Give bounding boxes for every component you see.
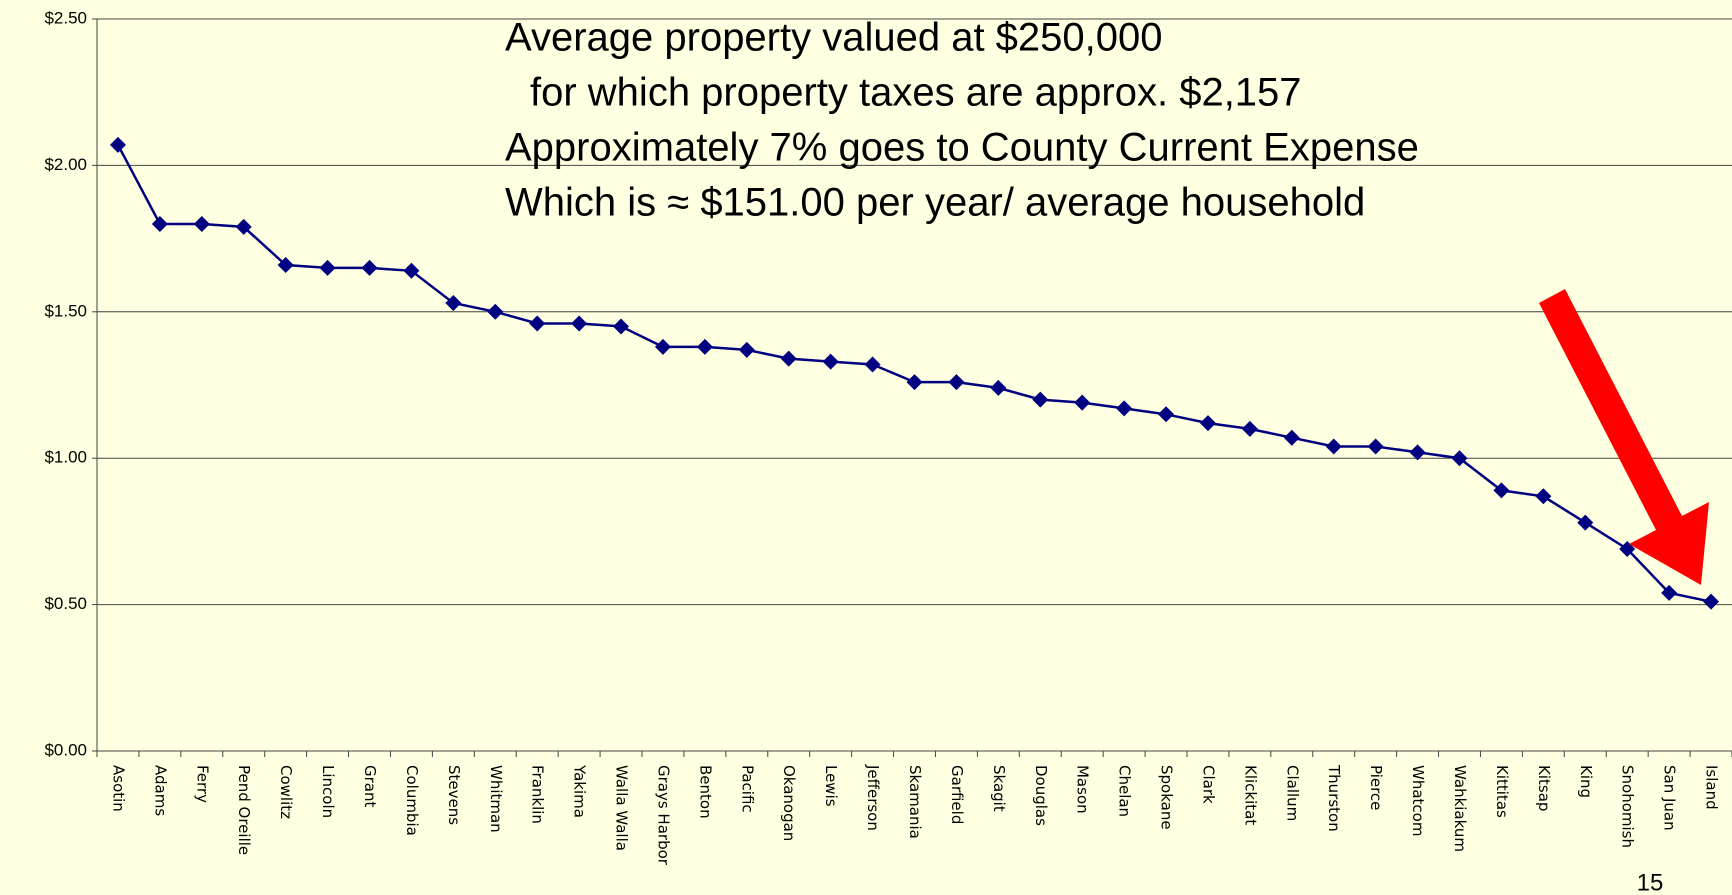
x-tick-label: Pacific <box>738 765 756 813</box>
x-tick-label: Kitsap <box>1535 765 1553 811</box>
marker <box>738 341 755 358</box>
marker <box>1535 488 1552 505</box>
x-tick-label: Skagit <box>990 765 1008 812</box>
marker <box>780 350 797 367</box>
x-tick-label: San Juan <box>1661 765 1679 831</box>
marker <box>403 262 420 279</box>
marker <box>822 353 839 370</box>
y-tick-label: $2.00 <box>44 155 87 174</box>
marker <box>571 315 588 332</box>
x-tick-label: Klickitat <box>1241 765 1259 825</box>
x-tick-label: Mason <box>1074 765 1092 814</box>
plot-area: $0.00 $0.50 $1.00 $1.50 $2.00 $2.50 Asotin Adam… <box>44 8 1732 866</box>
marker <box>487 303 504 320</box>
x-tick-label: Benton <box>696 765 714 819</box>
annotation: Average property valued at $250,000 <box>505 16 1163 60</box>
marker <box>1409 444 1426 461</box>
x-tick-label: Skamania <box>906 765 924 839</box>
marker <box>109 136 126 153</box>
annotation: Which is ≈ $151.00 per year/ average hou… <box>505 181 1365 225</box>
marker <box>151 215 168 232</box>
x-tick-label: Whitman <box>487 765 505 833</box>
x-tick-label: Douglas <box>1032 765 1050 826</box>
x-tick-label: Pend Oreille <box>235 765 253 855</box>
marker <box>193 215 210 232</box>
x-tick-label: Franklin <box>529 765 547 824</box>
x-tick-label: Lincoln <box>319 765 337 818</box>
x-tick-label: Spokane <box>1158 765 1176 830</box>
x-tick-label: Jefferson <box>864 764 882 831</box>
x-tick-label: Grant <box>361 765 379 807</box>
marker <box>1661 584 1678 601</box>
marker <box>235 218 252 235</box>
x-tick-label: Okanogan <box>780 765 798 841</box>
marker <box>696 338 713 355</box>
y-tick-label: $1.00 <box>44 448 87 467</box>
page-number: 15 <box>1637 869 1664 895</box>
marker <box>654 338 671 355</box>
x-tick-label: Pierce <box>1367 765 1385 810</box>
marker <box>864 356 881 373</box>
x-tick-label: Adams <box>151 765 169 816</box>
x-tick-label: Wahkiakum <box>1451 765 1469 852</box>
x-tick-label: King <box>1577 765 1595 798</box>
y-tick-label: $1.50 <box>44 301 87 320</box>
marker <box>277 256 294 273</box>
x-tick-label: Cowlitz <box>277 765 295 819</box>
x-tick-label: Asotin <box>109 765 127 812</box>
marker <box>1451 450 1468 467</box>
y-tick-label: $0.00 <box>44 740 87 759</box>
annotation: for which property taxes are approx. $2,… <box>530 71 1302 115</box>
marker <box>1577 514 1594 531</box>
marker <box>1325 438 1342 455</box>
x-tick-label: Lewis <box>822 765 840 807</box>
marker <box>1493 482 1510 499</box>
marker <box>319 259 336 276</box>
x-tick-label: Kittitas <box>1493 765 1511 818</box>
marker <box>529 315 546 332</box>
marker <box>1032 391 1049 408</box>
marker <box>1283 429 1300 446</box>
marker <box>1158 406 1175 423</box>
marker <box>613 318 630 335</box>
marker <box>445 295 462 312</box>
y-tick-label: $0.50 <box>44 594 87 613</box>
annotation: Approximately 7% goes to County Current … <box>505 126 1419 170</box>
y-tick-label: $2.50 <box>44 8 87 27</box>
x-tick-label: Clark <box>1199 765 1217 804</box>
x-tick-label: Snohomish <box>1619 765 1637 848</box>
x-tick-label: Clallum <box>1283 765 1301 821</box>
marker <box>1074 394 1091 411</box>
x-tick-label: Ferry <box>193 765 211 803</box>
x-tick-label: Yakima <box>571 764 589 818</box>
x-tick-label: Walla Walla <box>613 765 631 851</box>
x-tick-label: Garfield <box>948 765 966 824</box>
marker <box>1241 420 1258 437</box>
arrow <box>1539 289 1709 585</box>
marker <box>1199 415 1216 432</box>
x-tick-label: Stevens <box>445 765 463 825</box>
x-tick-label: Island <box>1703 765 1721 810</box>
marker <box>1703 593 1720 610</box>
marker <box>361 259 378 276</box>
marker <box>1116 400 1133 417</box>
marker <box>990 379 1007 396</box>
x-tick-label: Grays Harbor <box>654 765 672 866</box>
x-tick-label: Whatcom <box>1409 765 1427 836</box>
marker <box>948 374 965 391</box>
marker <box>906 374 923 391</box>
marker <box>1367 438 1384 455</box>
x-tick-label: Chelan <box>1116 765 1134 817</box>
x-tick-label: Thurston <box>1325 764 1343 832</box>
x-tick-label: Columbia <box>403 765 421 836</box>
